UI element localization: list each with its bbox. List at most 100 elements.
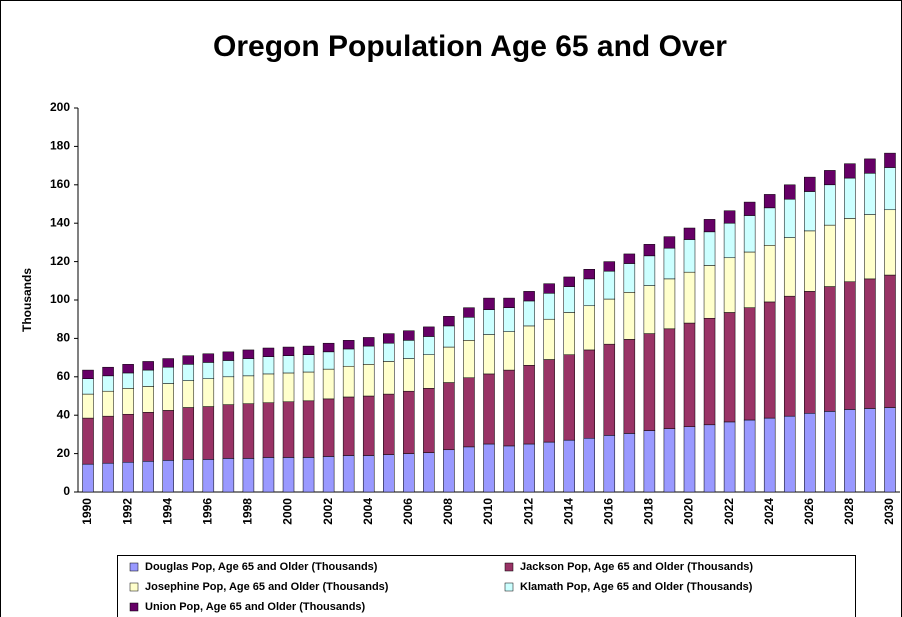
bar-segment (302, 371, 315, 402)
bar-segment (583, 305, 595, 351)
bar-segment (583, 437, 595, 493)
bar-segment (82, 393, 94, 419)
bar-segment (643, 255, 656, 286)
bar-segment (443, 346, 455, 383)
bar-segment (262, 347, 275, 357)
x-tick-label: 2028 (842, 498, 856, 525)
bar-segment (623, 433, 636, 493)
bar-segment (242, 349, 255, 359)
bar-segment (783, 184, 796, 200)
bar-segment (443, 325, 455, 348)
bar-segment (824, 224, 836, 287)
bar-segment (663, 278, 676, 330)
bar-segment (663, 328, 676, 429)
bar-segment (804, 191, 816, 232)
bar-segment (583, 269, 595, 280)
bar-segment (543, 318, 555, 360)
y-axis-label: Thousands (20, 268, 34, 332)
bar-segment (763, 301, 776, 419)
bar-segment (643, 430, 656, 493)
y-tick-label: 20 (57, 446, 71, 460)
bar-segment (262, 373, 275, 403)
bar-segment (844, 163, 856, 179)
bar-segment (463, 446, 475, 493)
bar-segment (864, 278, 876, 409)
bar-segment (643, 244, 656, 257)
bar-segment (683, 227, 696, 240)
bar-segment (423, 354, 435, 389)
legend-label: Jackson Pop, Age 65 and Older (Thousands… (520, 561, 753, 573)
bar-segment (563, 312, 575, 355)
bar-segment (102, 366, 114, 377)
bar-segment (302, 345, 315, 355)
bar-segment (643, 285, 656, 334)
bar-segment (623, 263, 636, 293)
bar-segment (322, 342, 335, 353)
bar-segment (603, 270, 616, 300)
bar-segment (703, 424, 716, 493)
bar-segment (723, 421, 736, 493)
bar-segment (603, 261, 616, 272)
bar-segment (122, 364, 134, 374)
x-tick-label: 1994 (160, 498, 174, 525)
bar-segment (503, 307, 515, 332)
x-tick-label: 2008 (441, 498, 455, 525)
legend-label: Douglas Pop, Age 65 and Older (Thousands… (145, 561, 378, 573)
bar-segment (423, 452, 435, 493)
bar-segment (142, 361, 154, 371)
bar-segment (282, 457, 295, 493)
bar-segment (362, 337, 375, 347)
bar-segment (864, 214, 876, 280)
bar-segment (723, 210, 736, 224)
bar-segment (362, 364, 375, 397)
bar-segment (262, 457, 275, 493)
bar-segment (824, 184, 836, 226)
legend-swatch (504, 562, 514, 572)
bar-segment (483, 373, 495, 445)
bar-segment (202, 459, 215, 493)
bar-segment (723, 257, 736, 313)
bar-segment (443, 316, 455, 327)
bar-segment (683, 322, 696, 427)
bar-segment (282, 401, 295, 458)
bar-segment (743, 419, 756, 493)
bar-segment (503, 445, 515, 493)
bar-segment (102, 462, 114, 493)
bar-segment (362, 455, 375, 493)
bar-segment (763, 194, 776, 209)
bar-segment (623, 253, 636, 264)
bar-segment (403, 330, 415, 341)
bar-segment (342, 396, 355, 456)
legend-swatch (129, 602, 139, 612)
bar-segment (322, 368, 335, 400)
bar-segment (824, 286, 836, 412)
y-tick-label: 140 (50, 215, 70, 229)
bar-segment (182, 407, 195, 460)
bar-segment (864, 408, 876, 493)
bar-segment (603, 343, 616, 436)
bar-segment (423, 326, 435, 337)
bar-segment (262, 402, 275, 458)
bar-segment (844, 218, 856, 283)
legend-label: Klamath Pop, Age 65 and Older (Thousands… (520, 581, 753, 593)
bar-segment (423, 388, 435, 453)
legend-swatch (129, 562, 139, 572)
bar-segment (683, 271, 696, 324)
bar-segment (142, 412, 154, 462)
bar-segment (483, 309, 495, 335)
bar-segment (383, 333, 395, 344)
bar-segment (383, 342, 395, 362)
x-tick-label: 2020 (682, 498, 696, 525)
bar-segment (503, 331, 515, 371)
bar-segment (122, 388, 134, 415)
x-tick-label: 1998 (241, 498, 255, 525)
legend-label: Union Pop, Age 65 and Older (Thousands) (145, 601, 366, 613)
bar-segment (804, 413, 816, 493)
bar-segment (703, 317, 716, 426)
bar-segment (463, 317, 475, 341)
bar-segment (242, 403, 255, 459)
bar-segment (463, 377, 475, 448)
bar-segment (563, 439, 575, 493)
bar-segment (743, 307, 756, 421)
